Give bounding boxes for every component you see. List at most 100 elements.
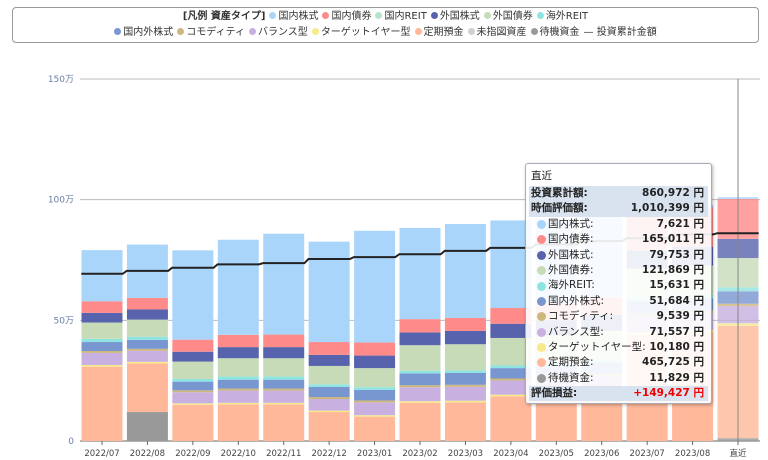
bar-segment[interactable] bbox=[217, 379, 259, 389]
bar-segment[interactable] bbox=[308, 384, 350, 387]
legend-item[interactable]: バランス型 bbox=[249, 25, 308, 41]
bar-segment[interactable] bbox=[263, 233, 305, 335]
bar-segment[interactable] bbox=[444, 372, 486, 385]
bar-segment[interactable] bbox=[399, 345, 441, 371]
legend-item[interactable]: 国内債券 bbox=[322, 9, 371, 25]
bar-segment[interactable] bbox=[444, 402, 486, 441]
bar-segment[interactable] bbox=[490, 380, 532, 395]
bar-segment[interactable] bbox=[81, 312, 123, 323]
bar-segment[interactable] bbox=[399, 385, 441, 388]
bar-segment[interactable] bbox=[490, 368, 532, 379]
bar-segment[interactable] bbox=[444, 400, 486, 403]
bar-segment[interactable] bbox=[308, 386, 350, 398]
bar-segment[interactable] bbox=[81, 352, 123, 365]
bar-segment[interactable] bbox=[126, 339, 168, 349]
bar-segment[interactable] bbox=[217, 390, 259, 403]
bar-segment[interactable] bbox=[81, 342, 123, 351]
bar-segment[interactable] bbox=[399, 373, 441, 386]
bar-segment[interactable] bbox=[217, 334, 259, 348]
bar-segment[interactable] bbox=[172, 390, 214, 393]
legend-item[interactable]: 待機資金 bbox=[530, 25, 580, 41]
bar-segment[interactable] bbox=[263, 376, 305, 380]
bar-segment[interactable] bbox=[217, 358, 259, 377]
bar-stack[interactable] bbox=[444, 224, 486, 441]
bar-segment[interactable] bbox=[308, 365, 350, 385]
bar-segment[interactable] bbox=[354, 402, 396, 416]
bar-segment[interactable] bbox=[399, 402, 441, 441]
bar-segment[interactable] bbox=[354, 342, 396, 356]
bar-segment[interactable] bbox=[490, 394, 532, 397]
legend-item[interactable]: 国内外株式 bbox=[114, 25, 173, 41]
bar-segment[interactable] bbox=[263, 358, 305, 377]
bar-segment[interactable] bbox=[354, 415, 396, 417]
bar-segment[interactable] bbox=[217, 239, 259, 335]
bar-segment[interactable] bbox=[444, 330, 486, 345]
bar-stack[interactable] bbox=[308, 241, 350, 441]
bar-segment[interactable] bbox=[308, 241, 350, 343]
bar-segment[interactable] bbox=[263, 334, 305, 348]
bar-segment[interactable] bbox=[81, 322, 123, 339]
bar-segment[interactable] bbox=[308, 354, 350, 366]
bar-segment[interactable] bbox=[172, 339, 214, 352]
bar-segment[interactable] bbox=[263, 390, 305, 403]
bar-segment[interactable] bbox=[308, 410, 350, 413]
bar-stack[interactable] bbox=[126, 244, 168, 441]
bar-segment[interactable] bbox=[490, 396, 532, 441]
bar-segment[interactable] bbox=[399, 401, 441, 403]
bar-segment[interactable] bbox=[308, 399, 350, 411]
legend-item[interactable]: 外国株式 bbox=[430, 9, 480, 25]
bar-segment[interactable] bbox=[126, 336, 168, 340]
bar-segment[interactable] bbox=[217, 347, 259, 359]
bar-stack[interactable] bbox=[490, 220, 532, 441]
bar-segment[interactable] bbox=[81, 366, 123, 441]
bar-segment[interactable] bbox=[490, 220, 532, 309]
bar-stack[interactable] bbox=[217, 239, 259, 441]
legend-item[interactable]: 国内REIT bbox=[375, 9, 427, 25]
bar-segment[interactable] bbox=[172, 361, 214, 379]
bar-segment[interactable] bbox=[444, 384, 486, 387]
bar-segment[interactable] bbox=[444, 370, 486, 373]
bar-segment[interactable] bbox=[81, 350, 123, 353]
bar-segment[interactable] bbox=[263, 347, 305, 359]
bar-segment[interactable] bbox=[354, 416, 396, 441]
bar-segment[interactable] bbox=[354, 368, 396, 388]
legend-item[interactable]: 海外REIT bbox=[536, 9, 588, 25]
bar-segment[interactable] bbox=[217, 402, 259, 405]
bar-segment[interactable] bbox=[172, 404, 214, 441]
bar-segment[interactable] bbox=[444, 344, 486, 371]
bar-segment[interactable] bbox=[399, 319, 441, 333]
bar-segment[interactable] bbox=[354, 387, 396, 390]
bar-segment[interactable] bbox=[354, 400, 396, 403]
bar-segment[interactable] bbox=[126, 297, 168, 310]
bar-segment[interactable] bbox=[172, 403, 214, 405]
bar-segment[interactable] bbox=[444, 224, 486, 318]
bar-segment[interactable] bbox=[172, 250, 214, 340]
bar-segment[interactable] bbox=[263, 388, 305, 391]
legend-item[interactable]: 定期預金 bbox=[414, 25, 464, 41]
bar-segment[interactable] bbox=[172, 392, 214, 404]
bar-segment[interactable] bbox=[126, 309, 168, 320]
bar-segment[interactable] bbox=[126, 319, 168, 337]
bar-segment[interactable] bbox=[308, 412, 350, 441]
bar-segment[interactable] bbox=[126, 361, 168, 364]
bar-segment[interactable] bbox=[126, 363, 168, 413]
bar-segment[interactable] bbox=[444, 386, 486, 401]
bar-segment[interactable] bbox=[354, 389, 396, 401]
bar-stack[interactable] bbox=[172, 250, 214, 441]
bar-segment[interactable] bbox=[172, 351, 214, 362]
bar-segment[interactable] bbox=[172, 378, 214, 382]
bar-segment[interactable] bbox=[81, 301, 123, 313]
bar-segment[interactable] bbox=[444, 317, 486, 331]
bar-segment[interactable] bbox=[399, 387, 441, 402]
bar-segment[interactable] bbox=[354, 230, 396, 343]
bar-segment[interactable] bbox=[399, 332, 441, 346]
bar-segment[interactable] bbox=[399, 370, 441, 374]
bar-stack[interactable] bbox=[399, 227, 441, 441]
bar-segment[interactable] bbox=[126, 412, 168, 441]
bar-segment[interactable] bbox=[399, 227, 441, 320]
bar-segment[interactable] bbox=[308, 342, 350, 355]
bar-segment[interactable] bbox=[81, 250, 123, 302]
legend-item-line[interactable]: — 投資累計金額 bbox=[583, 27, 657, 38]
bar-stack[interactable] bbox=[354, 230, 396, 441]
bar-segment[interactable] bbox=[81, 338, 123, 343]
